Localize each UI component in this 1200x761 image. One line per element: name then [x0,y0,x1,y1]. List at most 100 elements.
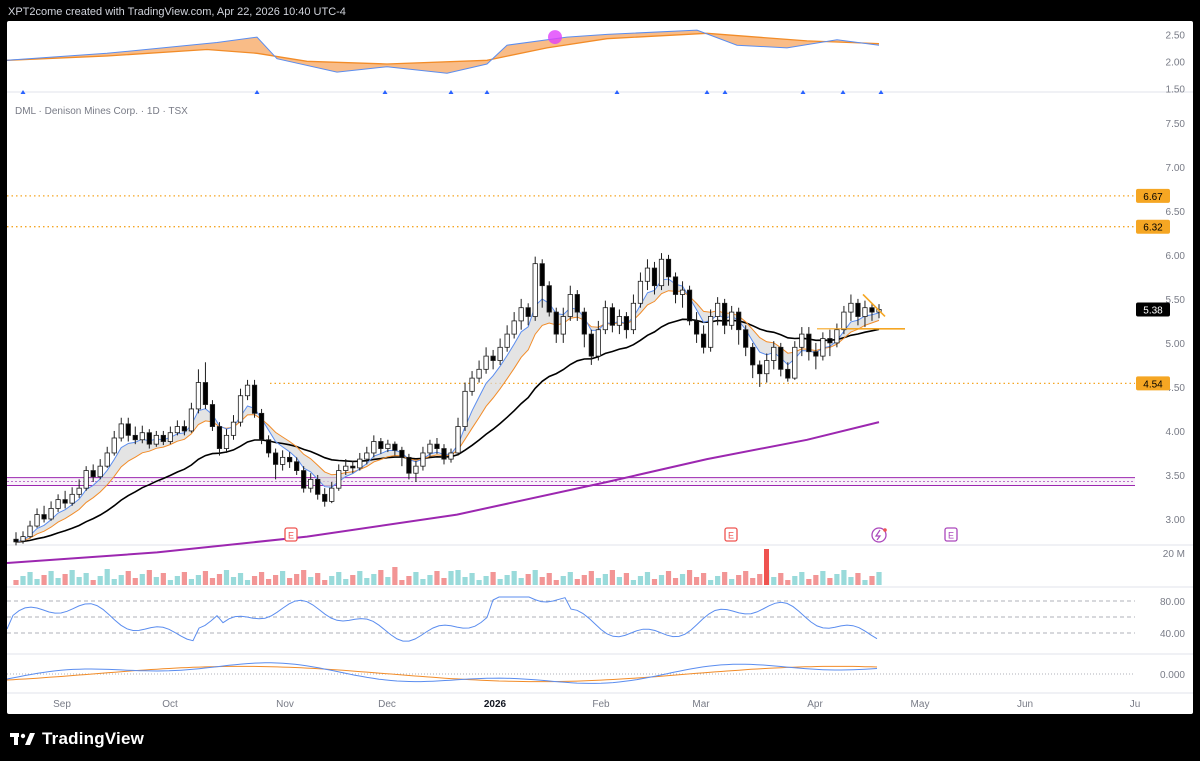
volume-bar [658,575,665,585]
candle-body [834,329,840,344]
candle-body [869,307,875,313]
price-chart-svg[interactable]: 7.50 7.00 6.50 6.00 5.50 5.00 4.50 4.00 3.50 3.00… [7,21,1193,714]
volume-bar [869,576,875,585]
earnings-event-label: E [728,531,734,541]
volume-bar [153,577,159,585]
volume-bar [574,579,580,585]
candle-body [97,465,103,478]
sma-long-purple [7,421,880,564]
chart-area[interactable]: 7.50 7.00 6.50 6.00 5.50 5.00 4.50 4.00 3.50 3.00… [7,21,1193,714]
volume-spike-bar [764,549,769,585]
candle-body [406,456,412,474]
candle-body [623,316,630,331]
candle-body [174,426,180,434]
candle-body [715,302,721,317]
time-axis-label: Ju [1130,699,1141,710]
time-axis-label: Feb [592,699,610,710]
attribution-header: XPT2come created with TradingView.com, A… [8,6,346,18]
volume-bar [820,571,826,585]
volume-bar [48,571,54,585]
volume-bar [336,572,342,585]
volume-bar [757,574,763,585]
volume-bar [125,571,131,585]
signal-arrow-icon [704,90,710,94]
ema-fast [15,278,880,543]
volume-bar [729,579,735,585]
volume-bar [258,572,265,585]
volume-bar [785,580,791,585]
volume-bar [308,577,314,585]
candle-body [595,329,601,357]
candle-body [427,443,433,454]
volume-bar [525,574,531,585]
candle-body [301,470,307,489]
volume-bar [413,572,419,585]
candle-body [280,456,286,465]
candle-body [778,346,784,370]
candle-body [637,280,644,304]
candle-body [813,351,819,357]
candle-body [125,423,131,436]
volume-bar [160,573,166,585]
candle-body [223,434,230,449]
candle-body [153,434,159,445]
signal-arrow-icon [254,90,260,94]
volume-bar [111,579,117,585]
volume-bar [771,577,777,585]
candle-body [497,346,503,361]
candle-body [202,382,209,405]
candle-body [55,499,61,509]
candle-body [329,487,335,502]
candle-body [413,465,419,474]
event-alert-dot [883,528,887,532]
volume-bar [406,576,412,585]
volume-bar [806,579,812,585]
volume-bar [69,570,75,585]
oscillator-fill [7,30,879,74]
candle-body [848,302,854,313]
signal-arrow-icon [20,90,26,94]
candle-body [792,346,798,379]
volume-bar [27,572,33,585]
candle-body [434,443,440,449]
volume-bar [546,573,552,585]
volume-bar [560,576,566,585]
volume-bar [792,576,798,585]
rsi-tick-label: 80.00 [1160,597,1185,608]
candle-body [799,333,805,348]
volume-bar [462,577,468,585]
price-tick-label: 4.50 [1166,383,1186,394]
time-axis-label: Mar [692,699,710,710]
volume-bar [13,580,19,585]
candle-body [111,437,117,454]
candle-body [490,355,496,361]
volume-bar [616,577,622,585]
signal-arrow-icon [484,90,490,94]
candle-body [644,267,651,282]
volume-bar [322,580,328,585]
candle-body [609,307,615,326]
candle-body [287,456,293,463]
candle-body [553,311,559,335]
candle-body [855,302,861,317]
candle-body [209,404,216,427]
earnings-event-label: E [288,531,294,541]
ema-slow [15,290,880,543]
candle-body [483,355,489,370]
volume-bar [567,572,573,585]
volume-bar [55,578,61,585]
oscillator-tick-label: 2.50 [1166,30,1186,41]
volume-bar [265,579,272,585]
volume-bar [251,576,258,585]
time-axis-label: Nov [276,699,294,710]
candle-body [315,478,321,495]
time-axis-label: Sep [53,699,71,710]
volume-bar [301,570,307,585]
signal-arrow-icon [614,90,620,94]
macd-signal-line [7,665,878,683]
volume-bar [848,577,854,585]
volume-bar [743,571,749,585]
triangle-pattern [847,293,905,330]
candle-body [230,421,237,436]
